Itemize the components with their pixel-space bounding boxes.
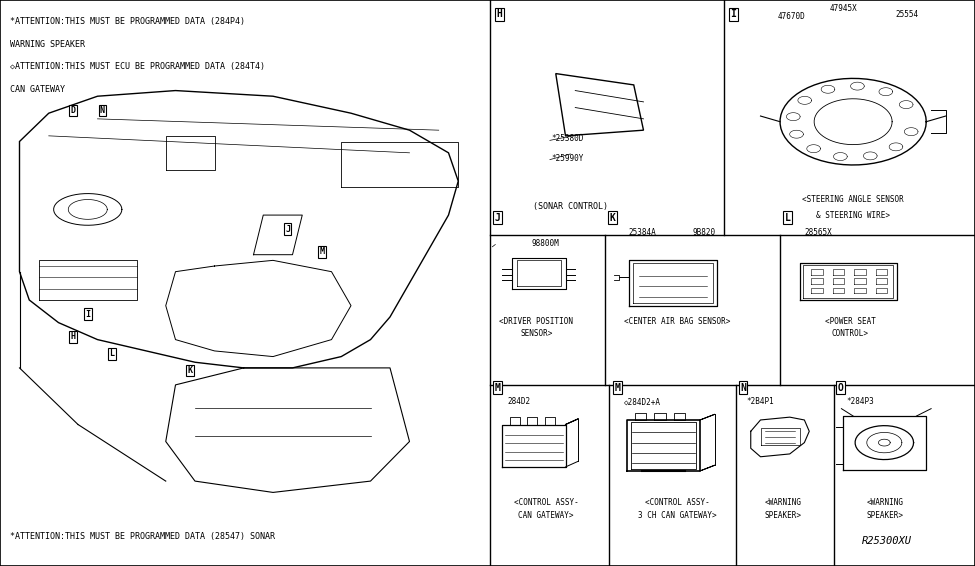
Text: I: I xyxy=(85,310,91,319)
Text: ◇ATTENTION:THIS MUST ECU BE PROGRAMMED DATA (284T4): ◇ATTENTION:THIS MUST ECU BE PROGRAMMED D… xyxy=(10,62,265,71)
Text: SPEAKER>: SPEAKER> xyxy=(867,511,904,520)
Text: J: J xyxy=(285,225,291,234)
Text: CONTROL>: CONTROL> xyxy=(832,329,869,338)
Text: 28565X: 28565X xyxy=(804,228,832,237)
Text: <POWER SEAT: <POWER SEAT xyxy=(825,317,876,326)
Text: <CONTROL ASSY-: <CONTROL ASSY- xyxy=(645,498,710,507)
Text: H: H xyxy=(496,9,502,19)
Text: N: N xyxy=(99,106,105,115)
Text: 47670D: 47670D xyxy=(778,12,805,22)
Text: 98800M: 98800M xyxy=(531,239,559,248)
Text: L: L xyxy=(109,349,115,358)
Text: H: H xyxy=(70,332,76,341)
Text: N: N xyxy=(740,383,746,393)
Text: D: D xyxy=(70,106,76,115)
Text: *ATTENTION:THIS MUST BE PROGRAMMED DATA (284P4): *ATTENTION:THIS MUST BE PROGRAMMED DATA … xyxy=(10,17,245,26)
Text: M: M xyxy=(614,383,620,393)
Text: WARNING SPEAKER: WARNING SPEAKER xyxy=(10,40,85,49)
Text: *25380D: *25380D xyxy=(551,134,583,143)
Text: J: J xyxy=(494,213,500,223)
Text: & STEERING WIRE>: & STEERING WIRE> xyxy=(816,211,890,220)
Text: SENSOR>: SENSOR> xyxy=(520,329,553,338)
Text: <WARNING: <WARNING xyxy=(764,498,801,507)
Text: *284P3: *284P3 xyxy=(846,397,874,406)
Text: 9B820: 9B820 xyxy=(692,228,716,237)
Text: *ATTENTION:THIS MUST BE PROGRAMMED DATA (28547) SONAR: *ATTENTION:THIS MUST BE PROGRAMMED DATA … xyxy=(10,531,275,541)
Text: SPEAKER>: SPEAKER> xyxy=(764,511,801,520)
Text: <STEERING ANGLE SENSOR: <STEERING ANGLE SENSOR xyxy=(802,195,904,204)
Text: M: M xyxy=(494,383,500,393)
Text: M: M xyxy=(319,247,325,256)
Text: 3 CH CAN GATEWAY>: 3 CH CAN GATEWAY> xyxy=(639,511,717,520)
Text: ◇284D2+A: ◇284D2+A xyxy=(624,397,661,406)
Text: O: O xyxy=(838,383,843,393)
Text: CAN GATEWAY>: CAN GATEWAY> xyxy=(519,511,573,520)
Text: 25384A: 25384A xyxy=(629,228,656,237)
Text: L: L xyxy=(785,213,791,223)
Text: <CONTROL ASSY-: <CONTROL ASSY- xyxy=(514,498,578,507)
Text: I: I xyxy=(730,9,736,19)
Text: *25990Y: *25990Y xyxy=(551,154,583,163)
Text: K: K xyxy=(609,213,615,223)
Text: R25300XU: R25300XU xyxy=(862,536,912,546)
Text: 47945X: 47945X xyxy=(830,4,857,13)
Text: CAN GATEWAY: CAN GATEWAY xyxy=(10,85,64,94)
Text: <CENTER AIR BAG SENSOR>: <CENTER AIR BAG SENSOR> xyxy=(624,317,731,326)
Text: (SONAR CONTROL): (SONAR CONTROL) xyxy=(533,202,607,211)
Text: K: K xyxy=(187,366,193,375)
Text: <WARNING: <WARNING xyxy=(867,498,904,507)
Text: 284D2: 284D2 xyxy=(507,397,530,406)
Text: 25554: 25554 xyxy=(895,10,918,19)
Text: <DRIVER POSITION: <DRIVER POSITION xyxy=(499,317,573,326)
Text: *2B4P1: *2B4P1 xyxy=(746,397,773,406)
